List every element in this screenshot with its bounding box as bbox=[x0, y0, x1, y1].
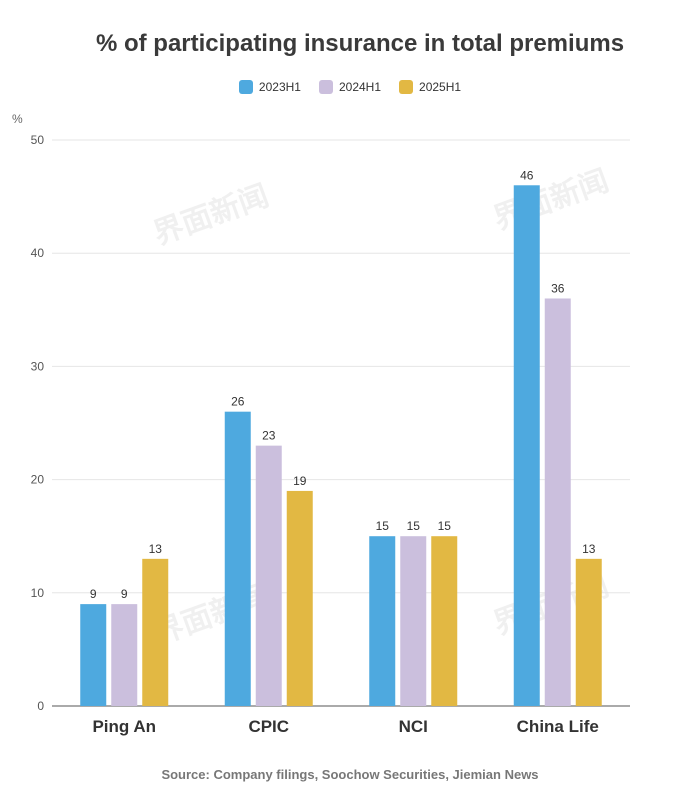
y-tick-label-0: 0 bbox=[37, 699, 44, 713]
bar-nci-2024h1 bbox=[400, 536, 427, 706]
data-label-ping-an-2024h1: 9 bbox=[121, 587, 128, 601]
bar-ping-an-2025h1 bbox=[142, 558, 169, 706]
x-tick-label-china-life: China Life bbox=[517, 717, 599, 736]
data-label-ping-an-2025h1: 13 bbox=[149, 542, 163, 556]
legend-item-2025h1[interactable]: 2025H1 bbox=[399, 80, 461, 94]
legend-swatch-2025h1 bbox=[399, 80, 414, 94]
data-label-ping-an-2023h1: 9 bbox=[90, 587, 97, 601]
data-label-china-life-2024h1: 36 bbox=[551, 281, 565, 295]
data-label-china-life-2023h1: 46 bbox=[520, 168, 534, 182]
bar-cpic-2025h1 bbox=[286, 490, 313, 706]
x-tick-label-cpic: CPIC bbox=[248, 717, 289, 736]
source-note: Source: Company filings, Soochow Securit… bbox=[161, 767, 539, 782]
bar-nci-2025h1 bbox=[431, 536, 458, 706]
data-label-china-life-2025h1: 13 bbox=[582, 542, 596, 556]
y-tick-label-10: 10 bbox=[31, 586, 45, 600]
bar-china-life-2025h1 bbox=[575, 558, 602, 706]
bar-nci-2023h1 bbox=[369, 536, 396, 706]
legend-item-2023h1[interactable]: 2023H1 bbox=[238, 80, 301, 94]
bar-china-life-2024h1 bbox=[544, 298, 571, 706]
y-tick-label-30: 30 bbox=[31, 359, 45, 373]
y-tick-label-50: 50 bbox=[31, 133, 45, 147]
legend: 2023H1 2024H1 2025H1 bbox=[0, 80, 700, 94]
data-label-nci-2023h1: 15 bbox=[376, 519, 390, 533]
legend-label-2023h1: 2023H1 bbox=[258, 80, 301, 94]
x-tick-label-ping-an: Ping An bbox=[92, 717, 156, 736]
data-label-nci-2024h1: 15 bbox=[407, 519, 421, 533]
x-tick-label-nci: NCI bbox=[399, 717, 428, 736]
legend-swatch-2023h1 bbox=[238, 80, 253, 94]
bar-ping-an-2024h1 bbox=[111, 604, 138, 706]
legend-label-2025h1: 2025H1 bbox=[419, 80, 462, 94]
legend-swatch-2024h1 bbox=[318, 80, 333, 94]
bar-ping-an-2023h1 bbox=[80, 604, 107, 706]
y-tick-label-40: 40 bbox=[31, 246, 45, 260]
y-axis-unit-label: % bbox=[12, 112, 23, 126]
data-label-nci-2025h1: 15 bbox=[438, 519, 452, 533]
legend-label-2024h1: 2024H1 bbox=[338, 80, 382, 94]
bar-cpic-2023h1 bbox=[224, 411, 251, 706]
bar-china-life-2023h1 bbox=[513, 185, 540, 706]
data-label-cpic-2025h1: 19 bbox=[293, 474, 307, 488]
y-tick-label-20: 20 bbox=[31, 473, 45, 487]
data-label-cpic-2024h1: 23 bbox=[262, 429, 276, 443]
bar-cpic-2024h1 bbox=[255, 445, 282, 706]
data-label-cpic-2023h1: 26 bbox=[231, 395, 245, 409]
chart-title: % of participating insurance in total pr… bbox=[95, 30, 625, 57]
legend-item-2024h1[interactable]: 2024H1 bbox=[318, 80, 382, 94]
